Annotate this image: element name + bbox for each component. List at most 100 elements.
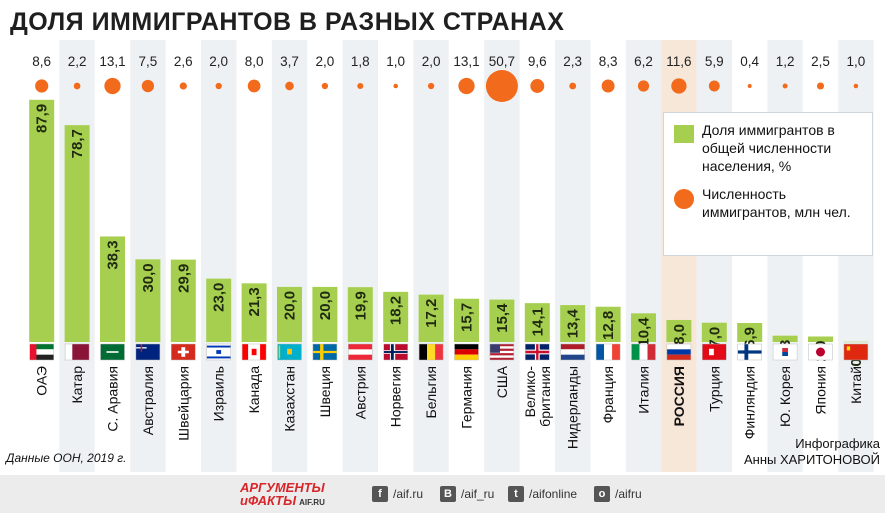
flag-de-icon bbox=[454, 343, 479, 361]
share-bar bbox=[843, 341, 869, 343]
count-label: 8,0 bbox=[245, 54, 264, 69]
count-bubble bbox=[285, 81, 294, 91]
count-bubble bbox=[247, 79, 261, 93]
flag-us-icon bbox=[489, 343, 515, 361]
country-label: Италия bbox=[636, 366, 652, 414]
social-link-vk[interactable]: В /aif_ru bbox=[440, 486, 494, 502]
count-bubble bbox=[637, 80, 650, 92]
share-bar bbox=[29, 99, 55, 342]
brand-logo[interactable]: АРГУМЕНТЫ иФАКТЫ AIF.RU bbox=[240, 481, 325, 509]
brand-domain: AIF.RU bbox=[299, 498, 325, 507]
country-label: Израиль bbox=[211, 366, 227, 421]
flag-au-icon bbox=[135, 343, 161, 361]
share-bar bbox=[666, 319, 692, 342]
social-link-facebook[interactable]: f /aif.ru bbox=[372, 486, 423, 502]
count-label: 2,0 bbox=[422, 54, 441, 69]
share-value-label: 78,7 bbox=[69, 129, 86, 158]
count-label: 1,0 bbox=[847, 54, 866, 69]
legend-item-share: Доля иммигрантов в общей численности нас… bbox=[674, 121, 862, 175]
share-value-label: 10,4 bbox=[636, 317, 653, 347]
count-bubble bbox=[853, 83, 859, 89]
country-label: Катар bbox=[69, 366, 85, 404]
flag-nl-icon bbox=[560, 343, 585, 361]
column-stripe bbox=[130, 40, 166, 472]
count-label: 2,0 bbox=[209, 54, 228, 69]
country-label: РОССИЯ bbox=[671, 366, 687, 426]
share-bar bbox=[560, 305, 586, 342]
share-value-label: 19,9 bbox=[352, 291, 369, 320]
footer: АРГУМЕНТЫ иФАКТЫ AIF.RU f /aif.ru В /aif_… bbox=[0, 475, 885, 513]
flag-tr-icon bbox=[702, 343, 727, 361]
country-label: Швейцария bbox=[175, 366, 191, 441]
share-value-label: 87,9 bbox=[34, 104, 51, 133]
count-bubble bbox=[782, 83, 788, 89]
page-title: ДОЛЯ ИММИГРАНТОВ В РАЗНЫХ СТРАНАХ bbox=[10, 8, 565, 36]
share-bar bbox=[737, 322, 763, 342]
column-stripe bbox=[413, 40, 449, 472]
share-bar bbox=[135, 259, 161, 342]
share-value-label: 20,0 bbox=[317, 291, 334, 320]
legend-bubble-swatch bbox=[674, 189, 694, 209]
share-value-label: 14,1 bbox=[529, 307, 546, 336]
share-bar bbox=[595, 306, 621, 342]
flag-ca-icon bbox=[241, 343, 267, 361]
country-label: С. Аравия bbox=[105, 366, 121, 432]
share-bar bbox=[170, 259, 196, 342]
count-label: 8,3 bbox=[599, 54, 618, 69]
share-value-label: 15,4 bbox=[494, 303, 511, 333]
share-value-label: 18,2 bbox=[388, 296, 405, 325]
legend-count-label: Численность иммигрантов, млн чел. bbox=[702, 186, 851, 220]
count-label: 0,4 bbox=[740, 54, 759, 69]
social-link-odnoklassniki[interactable]: о /aifru bbox=[594, 486, 642, 502]
flag-kr-icon bbox=[772, 343, 798, 361]
count-label: 3,7 bbox=[280, 54, 299, 69]
count-label: 5,9 bbox=[705, 54, 724, 69]
share-bar bbox=[489, 299, 515, 342]
social-link-text: /aifru bbox=[615, 487, 642, 501]
country-label: британия bbox=[537, 366, 553, 427]
count-bubble bbox=[35, 79, 49, 93]
country-label: США bbox=[494, 365, 510, 398]
count-bubble bbox=[215, 82, 222, 90]
share-bar bbox=[206, 278, 232, 342]
column-stripe bbox=[342, 40, 378, 472]
flag-at-icon bbox=[348, 343, 373, 361]
country-label: Турция bbox=[706, 366, 722, 412]
share-value-label: 7,0 bbox=[706, 327, 723, 348]
count-bubble bbox=[73, 82, 81, 90]
share-bar bbox=[383, 291, 409, 342]
flag-jp-icon bbox=[808, 343, 833, 361]
count-label: 7,5 bbox=[139, 54, 158, 69]
count-bubble bbox=[357, 82, 364, 90]
data-source: Данные ООН, 2019 г. bbox=[6, 451, 127, 465]
share-value-label: 12,8 bbox=[600, 311, 617, 340]
count-label: 2,2 bbox=[68, 54, 87, 69]
country-label: ОАЭ bbox=[34, 366, 50, 396]
share-bar bbox=[524, 303, 550, 342]
count-label: 2,6 bbox=[174, 54, 193, 69]
count-label: 8,6 bbox=[32, 54, 51, 69]
count-bubble bbox=[321, 82, 329, 90]
country-label: Казахстан bbox=[282, 366, 298, 432]
country-label: Германия bbox=[459, 366, 475, 429]
share-bar bbox=[418, 294, 444, 342]
count-label: 2,3 bbox=[563, 54, 582, 69]
count-bubble bbox=[671, 78, 687, 94]
count-label: 1,8 bbox=[351, 54, 370, 69]
flag-gb-icon bbox=[525, 343, 550, 361]
brand-bottom: иФАКТЫ bbox=[240, 493, 297, 508]
flag-fi-icon bbox=[737, 343, 762, 361]
count-bubble bbox=[708, 80, 720, 92]
country-label: Австрия bbox=[352, 366, 368, 419]
count-bubble bbox=[427, 82, 435, 90]
count-label: 9,6 bbox=[528, 54, 547, 69]
social-link-twitter[interactable]: t /aifonline bbox=[508, 486, 577, 502]
count-bubble bbox=[601, 79, 615, 93]
share-value-label: 17,2 bbox=[423, 299, 440, 328]
country-label: Велико- bbox=[522, 366, 538, 418]
count-bubble bbox=[530, 79, 545, 93]
country-label: Швеция bbox=[317, 366, 333, 417]
count-label: 50,7 bbox=[489, 54, 515, 69]
flag-no-icon bbox=[383, 343, 408, 361]
count-bubble bbox=[458, 77, 475, 95]
